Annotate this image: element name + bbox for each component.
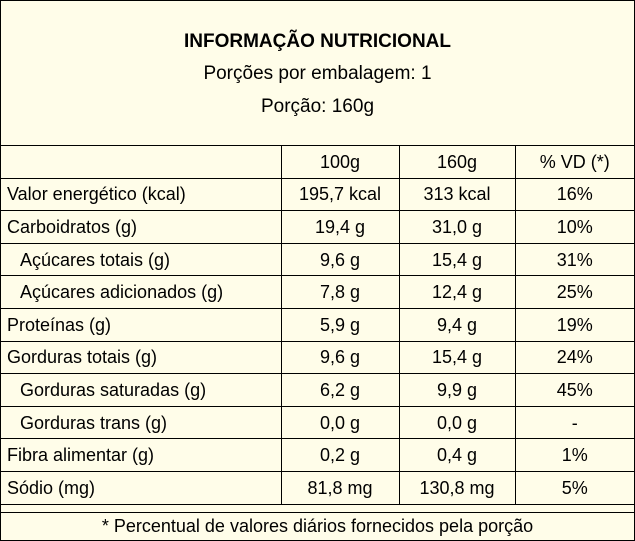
value-per-160g: 130,8 mg (398, 470, 516, 505)
nutrient-name: Açúcares totais (g) (1, 242, 282, 277)
value-per-100g: 19,4 g (280, 210, 400, 244)
value-per-160g: 313 kcal (398, 177, 516, 212)
daily-value-percent: 31% (514, 242, 634, 277)
table-row: Gorduras totais (g) 9,6 g 15,4 g 24% (1, 340, 634, 375)
value-per-100g: 9,6 g (280, 242, 400, 277)
value-per-100g: 0,0 g (280, 405, 400, 440)
nutrient-name: Gorduras totais (g) (1, 340, 282, 375)
nutrient-name: Gorduras saturadas (g) (1, 373, 282, 407)
value-per-160g: 31,0 g (398, 210, 516, 244)
value-per-160g: 9,9 g (398, 373, 516, 407)
table-row: Gorduras trans (g) 0,0 g 0,0 g- (1, 405, 634, 440)
portions-per-package: Porções por embalagem: 1 (203, 63, 432, 84)
column-header-nutrient (1, 146, 282, 179)
value-per-160g: 9,4 g (398, 307, 516, 342)
footnote: * Percentual de valores diários fornecid… (1, 512, 634, 541)
table-row: Açúcares adicionados (g) 7,8 g 12,4 g 25% (1, 275, 634, 309)
table-row: Fibra alimentar (g) 0,2 g 0,4 g 1% (1, 438, 634, 472)
table-row: Gorduras saturadas (g) 6,2 g 9,9 g 45% (1, 373, 634, 407)
value-per-160g: 12,4 g (398, 275, 516, 309)
daily-value-percent: 16% (514, 177, 634, 212)
value-per-100g: 9,6 g (280, 340, 400, 375)
nutrient-name: Sódio (mg) (1, 470, 282, 505)
nutrient-name: Gorduras trans (g) (1, 405, 282, 440)
daily-value-percent: 19% (514, 307, 634, 342)
label-header: INFORMAÇÃO NUTRICIONAL Porções por embal… (1, 1, 634, 146)
daily-value-percent: 10% (514, 210, 634, 244)
value-per-100g: 7,8 g (280, 275, 400, 309)
daily-value-percent: 5% (514, 470, 634, 505)
column-header-vd: % VD (*) (514, 146, 634, 179)
portion-size: Porção: 160g (260, 96, 375, 117)
table-row: Carboidratos (g) 19,4 g 31,0 g 10% (1, 210, 634, 244)
nutrition-table-body: 100g 160g % VD (*) Valor energético (kca… (1, 146, 634, 505)
value-per-100g: 0,2 g (280, 438, 400, 472)
nutrient-name: Carboidratos (g) (1, 210, 282, 244)
column-header-160g: 160g (398, 146, 516, 179)
daily-value-percent: 45% (514, 373, 634, 407)
table-row: Valor energético (kcal) 195,7 kcal 313 kca… (1, 177, 634, 212)
daily-value-percent: 25% (514, 275, 634, 309)
daily-value-percent: 24% (514, 340, 634, 375)
daily-value-percent: - (514, 405, 634, 440)
value-per-100g: 6,2 g (280, 373, 400, 407)
nutrient-name: Açúcares adicionados (g) (1, 275, 282, 309)
table-row: Açúcares totais (g) 9,6 g 15,4 g 31% (1, 242, 634, 277)
table-row: Proteínas (g) 5,9 g 9,4 g 19% (1, 307, 634, 342)
value-per-160g: 15,4 g (398, 242, 516, 277)
nutrient-name: Fibra alimentar (g) (1, 438, 282, 472)
value-per-100g: 5,9 g (280, 307, 400, 342)
value-per-160g: 0,0 g (398, 405, 516, 440)
value-per-100g: 195,7 kcal (280, 177, 400, 212)
value-per-160g: 0,4 g (398, 438, 516, 472)
value-per-160g: 15,4 g (398, 340, 516, 375)
nutrient-name: Valor energético (kcal) (1, 177, 282, 212)
table-header-row: 100g 160g % VD (*) (1, 146, 634, 179)
daily-value-percent: 1% (514, 438, 634, 472)
table-row: Sódio (mg) 81,8 mg 130,8 mg 5% (1, 470, 634, 505)
value-per-100g: 81,8 mg (280, 470, 400, 505)
nutrition-table: 100g 160g % VD (*) Valor energético (kca… (1, 146, 634, 505)
nutrient-name: Proteínas (g) (1, 307, 282, 342)
column-header-100g: 100g (280, 146, 400, 179)
label-title: INFORMAÇÃO NUTRICIONAL (183, 31, 452, 52)
